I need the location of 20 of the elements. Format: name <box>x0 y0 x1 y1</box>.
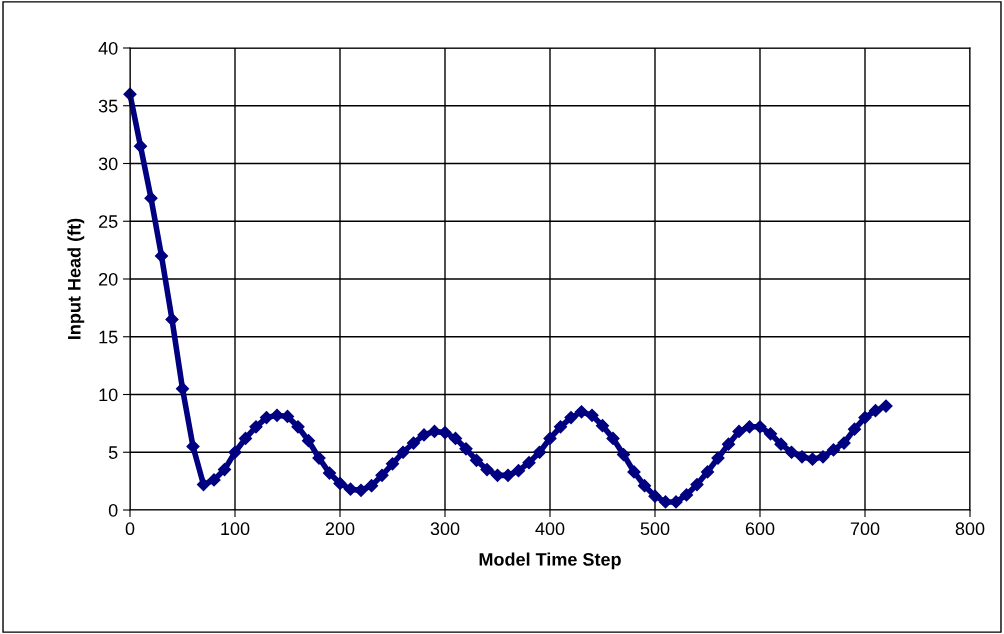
x-tick-label: 100 <box>221 522 250 536</box>
y-tick-label: 40 <box>98 41 118 55</box>
x-tick-label: 500 <box>640 522 670 536</box>
x-tick-label: 600 <box>745 522 775 536</box>
y-tick-label: 35 <box>98 99 118 113</box>
y-tick-label: 25 <box>99 215 118 228</box>
x-tick-label: 800 <box>955 522 985 536</box>
x-axis-title: Model Time Step <box>479 552 621 570</box>
x-tick-label: 0 <box>125 522 135 536</box>
y-tick-label: 20 <box>99 272 118 286</box>
y-axis-title: Input Head (ft) <box>67 218 85 339</box>
y-tick-label: 10 <box>99 388 118 402</box>
x-tick-label: 200 <box>325 522 355 536</box>
y-tick-label: 5 <box>108 446 118 459</box>
x-tick-label: 300 <box>430 522 460 536</box>
x-tick-label: 700 <box>850 522 880 536</box>
y-tick-label: 30 <box>98 157 118 171</box>
y-tick-label: 15 <box>99 330 118 344</box>
y-tick-label: 0 <box>108 503 118 517</box>
x-tick-label: 400 <box>535 522 565 536</box>
